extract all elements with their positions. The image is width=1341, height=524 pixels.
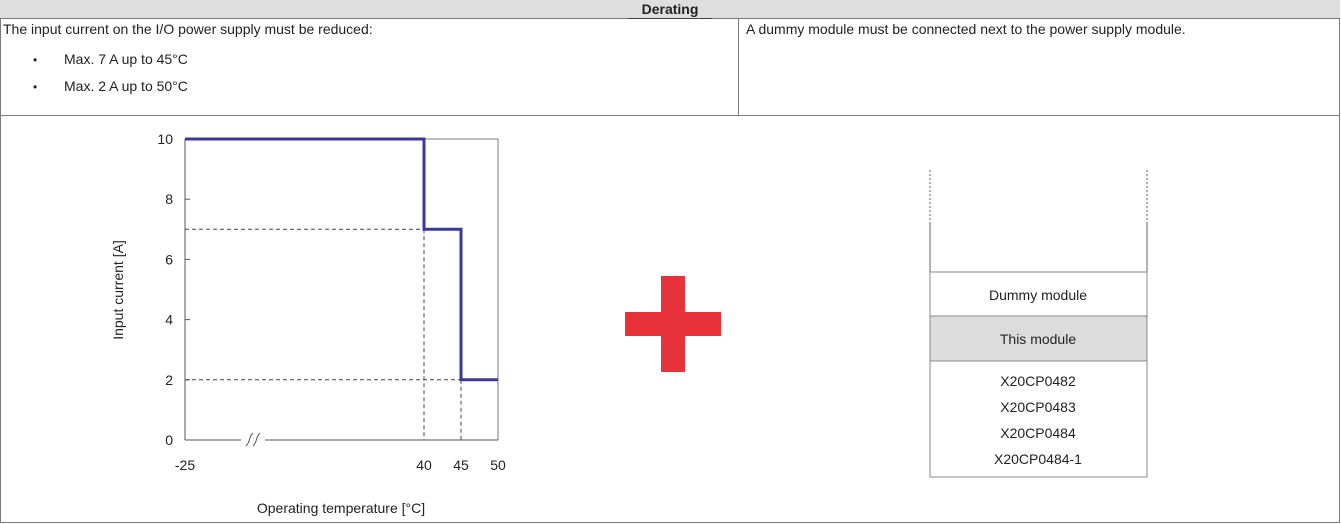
x-tick-label: 50 — [490, 457, 506, 473]
bullet-icon: • — [33, 53, 38, 67]
y-tick-label: 0 — [165, 432, 173, 448]
x-axis-label: Operating temperature [°C] — [257, 500, 425, 516]
y-tick-label: 6 — [165, 251, 173, 267]
x-tick-label: 40 — [416, 457, 432, 473]
x-tick-label: -25 — [175, 457, 195, 473]
header-title: Derating — [627, 0, 713, 19]
table-header: Derating — [0, 0, 1340, 19]
y-tick-label: 2 — [165, 372, 173, 388]
y-axis-label: Input current [A] — [110, 240, 126, 340]
left-intro-text: The input current on the I/O power suppl… — [3, 21, 373, 37]
axis-break-mark — [252, 432, 261, 447]
axis-break-mark — [245, 432, 254, 447]
y-tick-label: 10 — [157, 131, 173, 147]
bullet-icon: • — [33, 80, 38, 94]
bullet-item-2: Max. 2 A up to 50°C — [64, 78, 188, 94]
x-tick-label: 45 — [453, 457, 469, 473]
y-tick-label: 8 — [165, 191, 173, 207]
row-divider — [0, 115, 1340, 116]
derating-curve — [185, 137, 498, 382]
y-tick-label: 4 — [165, 312, 173, 328]
bullet-item-1: Max. 7 A up to 45°C — [64, 51, 188, 67]
right-intro-text: A dummy module must be connected next to… — [746, 21, 1186, 37]
column-divider — [738, 19, 739, 115]
